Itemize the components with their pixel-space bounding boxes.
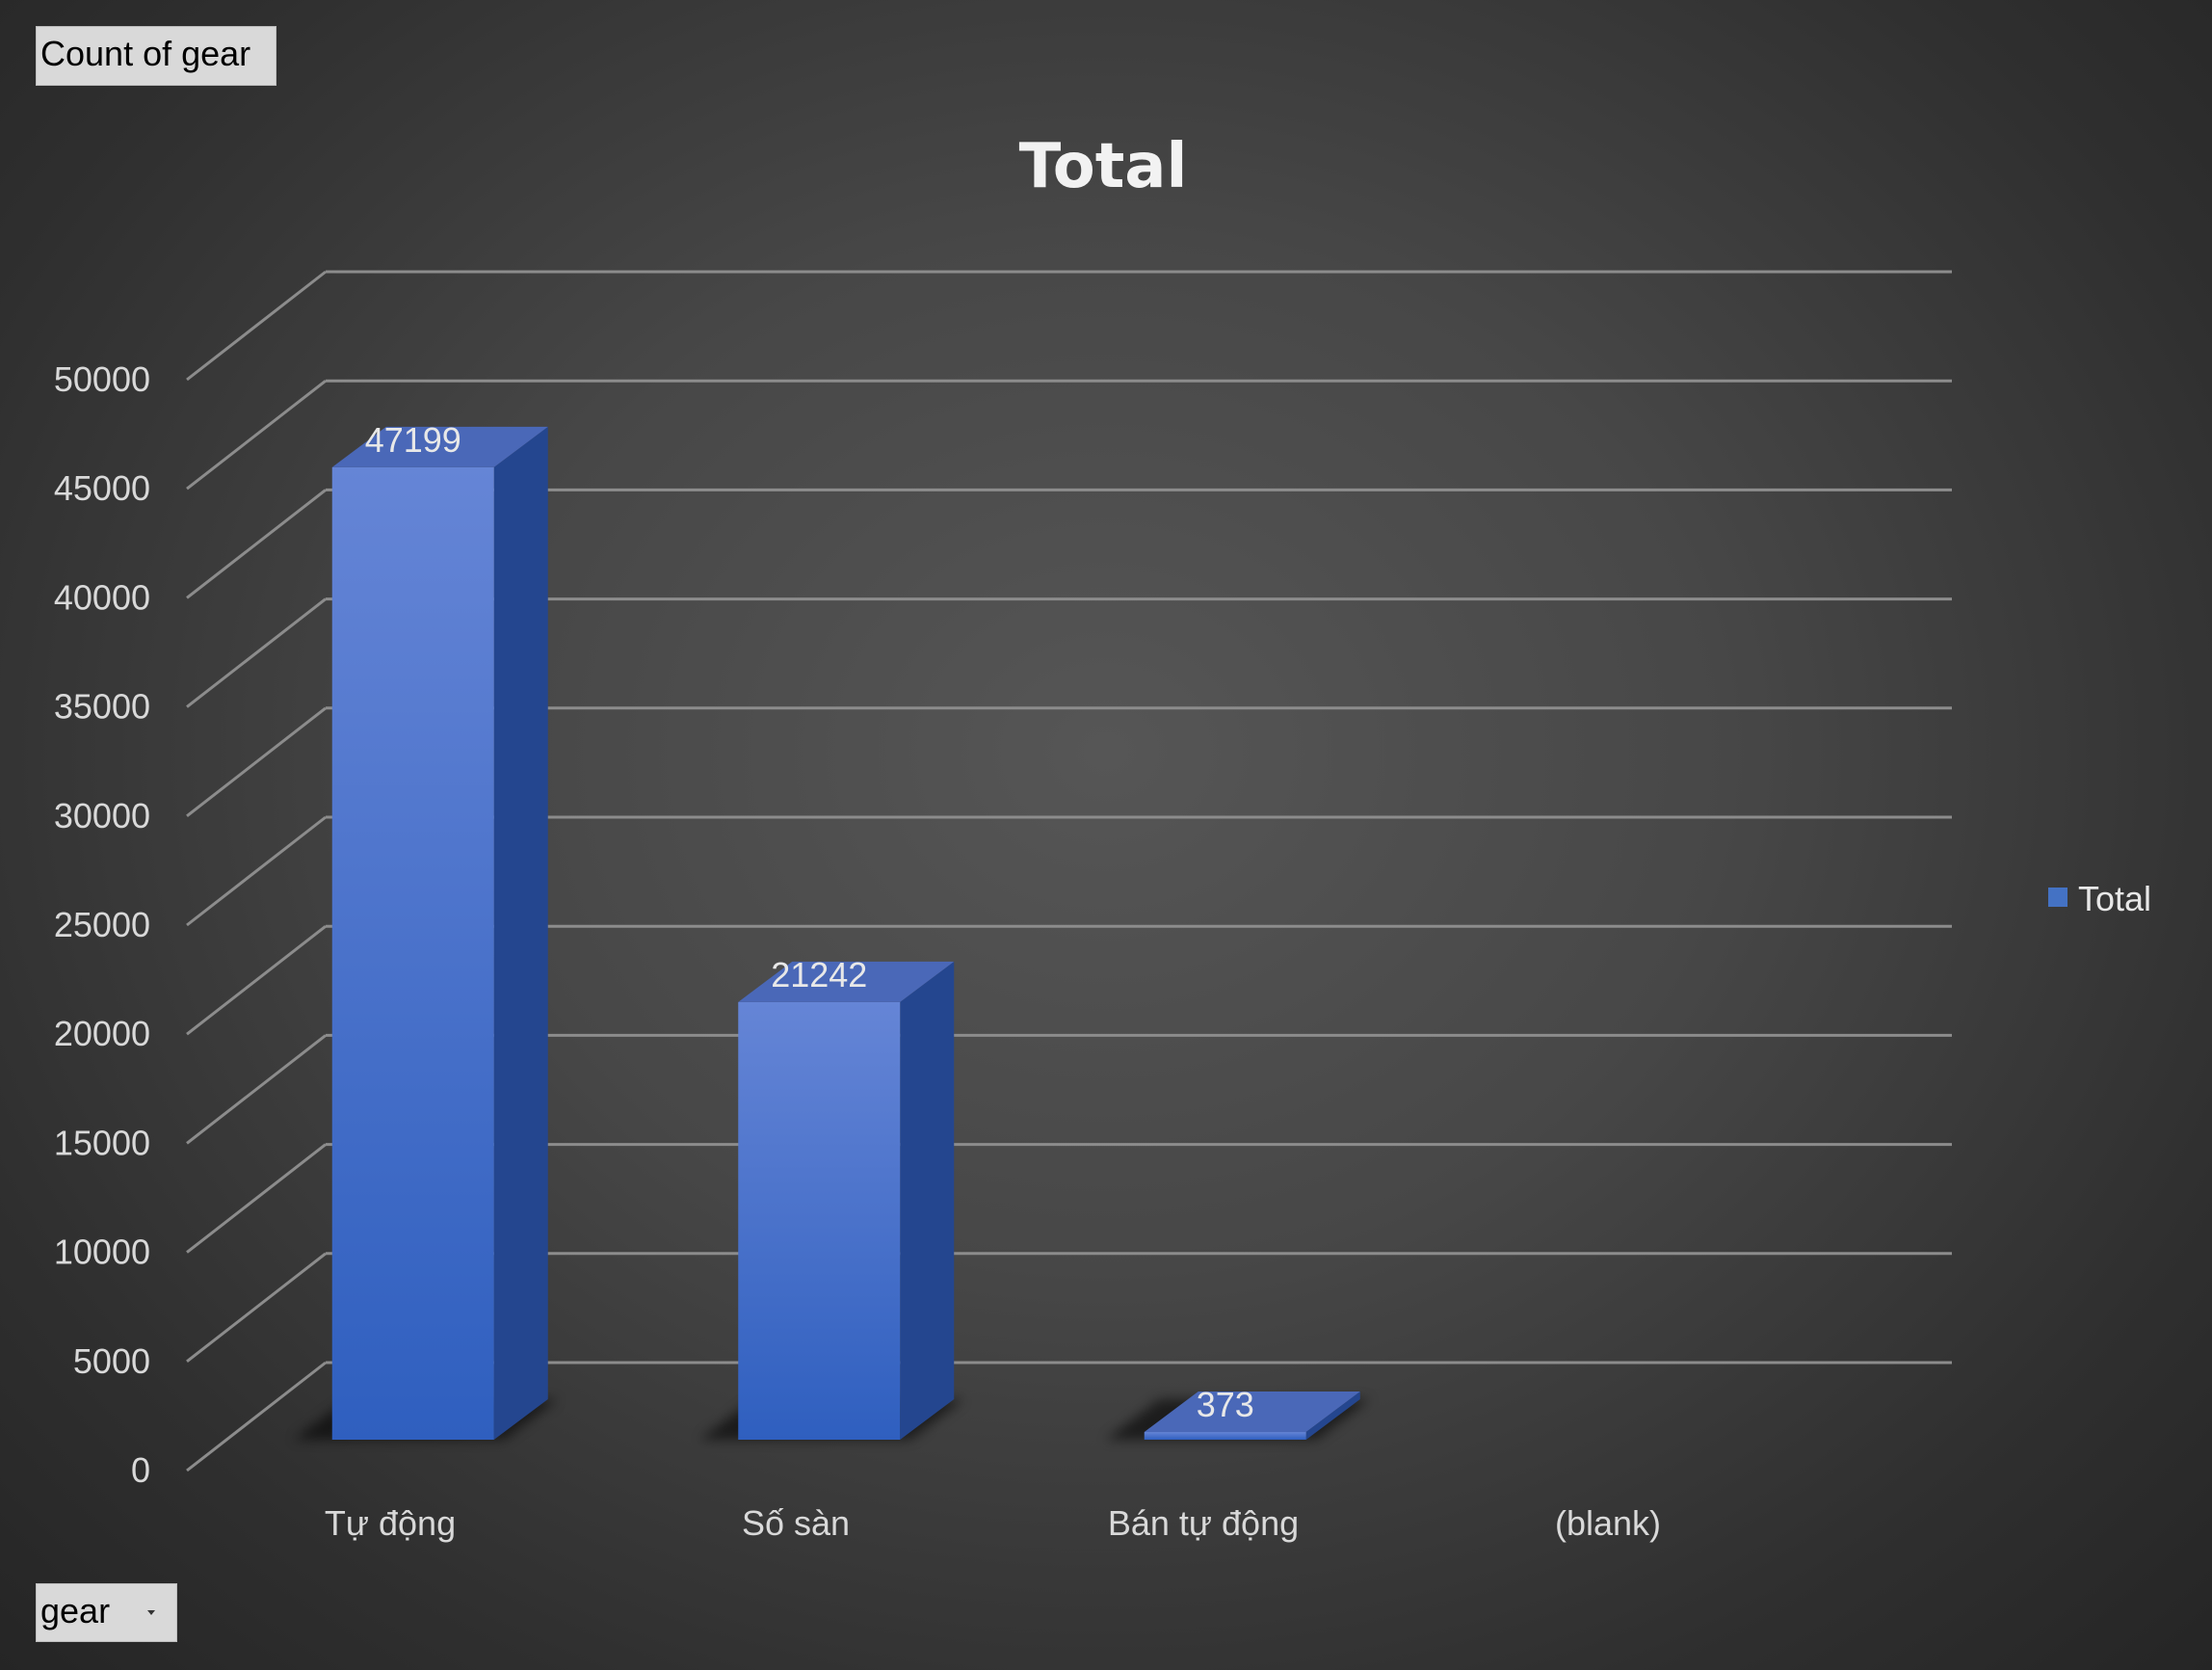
y-tick-label: 30000 xyxy=(54,796,150,835)
bar-side xyxy=(1305,1392,1360,1440)
x-tick-label: Bán tự động xyxy=(1108,1503,1299,1543)
y-tick-label: 45000 xyxy=(54,468,150,508)
gridline-diagonal xyxy=(186,925,327,1036)
gridline-diagonal xyxy=(186,270,327,382)
axis-field-label: gear xyxy=(40,1591,111,1630)
gridline-diagonal xyxy=(186,1252,327,1363)
y-tick-label: 25000 xyxy=(54,905,150,944)
y-tick-label: 10000 xyxy=(54,1233,150,1272)
gridline-diagonal xyxy=(186,597,327,708)
x-tick-label: Tự động xyxy=(325,1503,456,1543)
gridline-diagonal xyxy=(186,1143,327,1254)
bar-side xyxy=(493,426,548,1440)
legend-swatch-total xyxy=(2048,888,2067,907)
bar-top xyxy=(331,426,548,467)
value-field-button[interactable]: Count of gear xyxy=(36,26,276,86)
legend-label-total: Total xyxy=(2078,879,2151,918)
bars: 47199 21242 373 xyxy=(293,420,1370,1440)
data-label: 373 xyxy=(1197,1385,1254,1424)
y-tick-label: 5000 xyxy=(73,1341,150,1381)
gridline-diagonal xyxy=(186,706,327,817)
bar xyxy=(738,1001,901,1440)
bar-top xyxy=(738,961,955,1002)
gridline-diagonal xyxy=(186,1361,327,1472)
chart-title: Total xyxy=(1019,131,1188,202)
gridline-diagonal xyxy=(186,489,327,599)
data-label: 21242 xyxy=(771,955,867,994)
data-label: 47199 xyxy=(365,420,461,460)
x-axis-ticks: Tự động Số sàn Bán tự động (blank) xyxy=(325,1503,1661,1543)
y-tick-label: 35000 xyxy=(54,687,150,727)
y-tick-label: 50000 xyxy=(54,359,150,399)
x-tick-label: Số sàn xyxy=(742,1503,850,1543)
bar xyxy=(331,466,494,1440)
gridline-diagonal xyxy=(186,815,327,927)
y-tick-label: 0 xyxy=(131,1450,150,1490)
gridline-diagonal xyxy=(186,380,327,490)
bar xyxy=(1144,1432,1306,1440)
y-axis-ticks: 0 5000 10000 15000 20000 25000 30000 35000 40000… xyxy=(54,359,150,1490)
legend: Total xyxy=(2048,879,2151,918)
bar-top xyxy=(1144,1392,1360,1433)
bar-side xyxy=(900,961,955,1440)
gridline-diagonal xyxy=(186,1034,327,1145)
y-tick-label: 40000 xyxy=(54,577,150,617)
axis-field-dropdown[interactable]: gear xyxy=(36,1583,177,1642)
chevron-down-icon xyxy=(147,1610,155,1615)
y-tick-label: 20000 xyxy=(54,1014,150,1053)
gridlines xyxy=(186,270,1952,1472)
x-tick-label: (blank) xyxy=(1555,1503,1661,1543)
y-tick-label: 15000 xyxy=(54,1123,150,1162)
